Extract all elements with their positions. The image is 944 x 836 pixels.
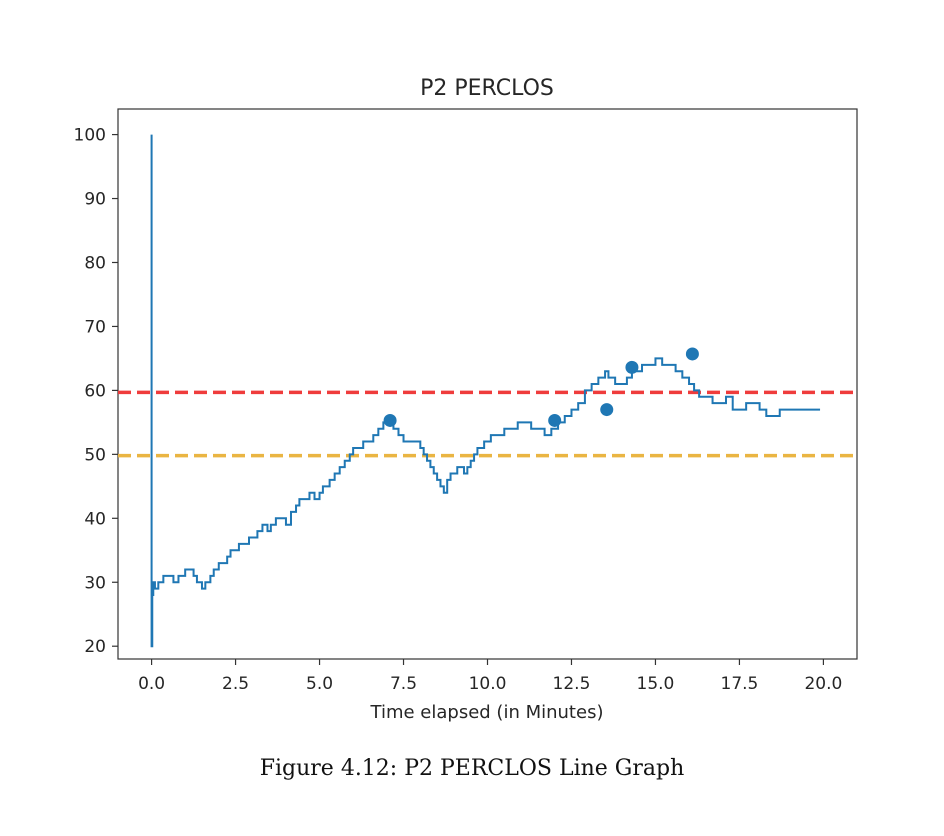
x-tick-label: 7.5 (390, 674, 417, 694)
y-tick-label: 50 (84, 445, 106, 465)
peak-marker (548, 413, 562, 427)
figure-caption: Figure 4.12: P2 PERCLOS Line Graph (259, 756, 685, 781)
y-tick-label: 90 (84, 190, 106, 210)
y-tick-label: 60 (84, 381, 106, 401)
x-tick-label: 0.0 (138, 674, 165, 694)
y-tick-label: 40 (84, 509, 106, 529)
x-axis-title: Time elapsed (in Minutes) (370, 702, 604, 723)
x-tick-label: 2.5 (222, 674, 249, 694)
x-tick-label: 12.5 (553, 674, 591, 694)
chart-title: P2 PERCLOS (420, 76, 554, 101)
x-tick-label: 20.0 (804, 674, 842, 694)
plot-frame (117, 108, 858, 660)
peak-marker (625, 360, 639, 374)
x-tick-label: 17.5 (721, 674, 759, 694)
peak-marker (685, 347, 699, 361)
peak-marker (600, 403, 614, 417)
x-tick-label: 5.0 (306, 674, 333, 694)
y-tick-label: 70 (84, 317, 106, 337)
perclos-series-line (150, 134, 821, 648)
x-tick-label: 10.0 (469, 674, 507, 694)
plot-area: 0.0 2.5 5.0 7.5 10.0 12.5 15.0 17.5 20.0 20 30 40 50… (74, 108, 858, 694)
y-tick-label: 100 (74, 126, 106, 146)
perclos-chart: P2 PERCLOS 0.0 2.5 5.0 7.5 10.0 12.5 15.0 17.5 2… (74, 76, 858, 723)
y-tick-label: 30 (84, 573, 106, 593)
y-tick-label: 80 (84, 253, 106, 273)
y-tick-label: 20 (84, 637, 106, 657)
x-tick-label: 15.0 (637, 674, 675, 694)
peak-marker (383, 413, 397, 427)
